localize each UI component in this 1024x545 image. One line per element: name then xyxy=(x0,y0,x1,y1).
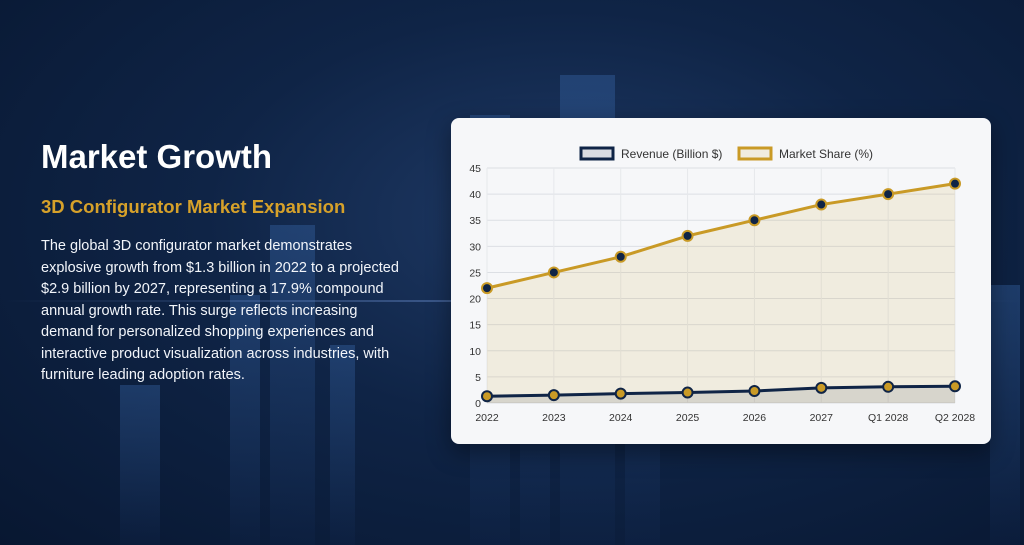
chart-lines xyxy=(486,182,956,398)
y-tick-label: 25 xyxy=(469,267,481,279)
data-point xyxy=(681,386,694,399)
x-tick-label: Q2 2028 xyxy=(935,412,975,424)
x-tick-label: 2022 xyxy=(475,412,499,424)
legend-label: Revenue (Billion $) xyxy=(621,147,722,161)
data-point xyxy=(949,177,961,190)
data-point xyxy=(949,380,961,393)
data-point xyxy=(748,214,761,227)
data-point xyxy=(748,384,761,397)
x-tick-label: 2027 xyxy=(810,412,834,424)
data-point xyxy=(815,198,828,211)
y-tick-label: 30 xyxy=(469,241,481,253)
data-point xyxy=(882,380,895,393)
data-point xyxy=(481,390,493,403)
legend-swatch xyxy=(737,146,773,161)
data-point xyxy=(547,266,560,279)
text-panel: Market Growth 3D Configurator Market Exp… xyxy=(41,135,411,387)
data-point xyxy=(882,188,895,201)
x-tick-label: 2025 xyxy=(676,412,700,424)
y-tick-label: 35 xyxy=(469,215,481,227)
x-tick-label: 2024 xyxy=(609,412,633,424)
chart-areas xyxy=(487,183,955,403)
series-area xyxy=(487,183,955,403)
x-tick-label: Q1 2028 xyxy=(868,412,908,424)
chart-points xyxy=(481,177,961,403)
data-point xyxy=(815,381,828,394)
y-tick-label: 40 xyxy=(469,189,481,201)
line-chart: 2022 2023 2024 2025 2026 2027 Q1 2028 Q2 2028 0… xyxy=(469,146,975,424)
description-paragraph: The global 3D configurator market demons… xyxy=(41,238,399,383)
page-title: Market Growth xyxy=(41,138,273,175)
y-tick-label: 10 xyxy=(469,346,481,358)
x-tick-label: 2026 xyxy=(743,412,767,424)
series-line xyxy=(486,182,956,290)
series-line xyxy=(486,384,956,398)
x-axis-ticks: 2022 2023 2024 2025 2026 2027 Q1 2028 Q2 2028 xyxy=(475,412,975,424)
legend-swatch xyxy=(579,146,615,161)
data-point xyxy=(681,229,694,242)
section-subtitle: 3D Configurator Market Expansion xyxy=(41,196,346,217)
data-point xyxy=(481,282,493,295)
y-axis-ticks: 0 5 10 15 20 25 30 35 40 45 xyxy=(469,163,481,410)
data-point xyxy=(547,389,560,402)
legend-label: Market Share (%) xyxy=(779,147,873,161)
y-tick-label: 45 xyxy=(469,163,481,175)
y-tick-label: 0 xyxy=(475,398,481,410)
data-point xyxy=(614,250,627,263)
series-area xyxy=(487,386,955,403)
y-tick-label: 5 xyxy=(475,372,481,384)
y-tick-label: 20 xyxy=(469,294,481,306)
data-point xyxy=(614,387,627,400)
chart-legend: Revenue (Billion $) Market Share (%) xyxy=(579,146,873,161)
x-tick-label: 2023 xyxy=(542,412,566,424)
y-tick-label: 15 xyxy=(469,320,481,332)
chart-card: 2022 2023 2024 2025 2026 2027 Q1 2028 Q2 2028 0… xyxy=(451,118,991,444)
